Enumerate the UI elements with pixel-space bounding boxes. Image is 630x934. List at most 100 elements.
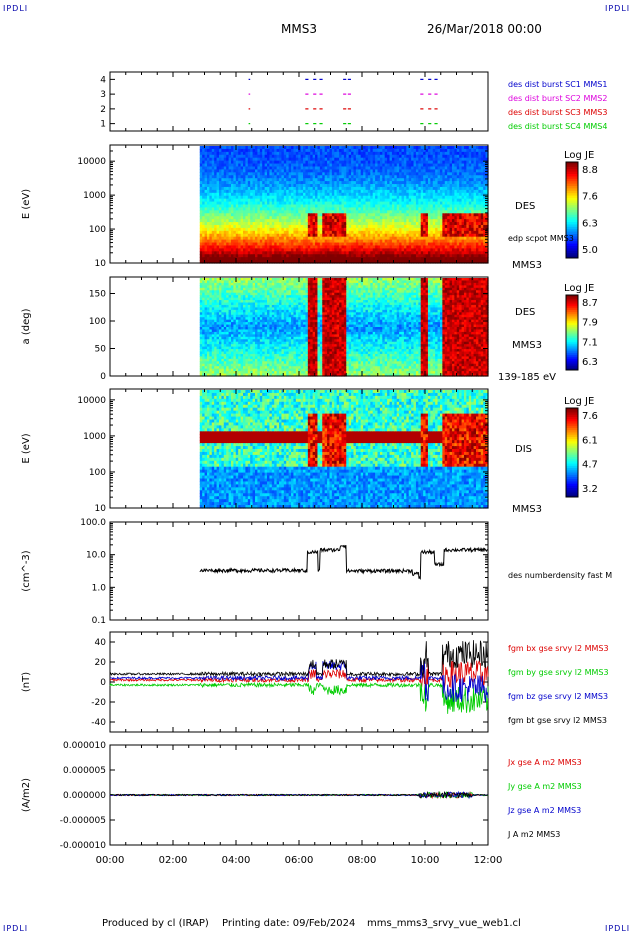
des-energy-cell bbox=[293, 239, 297, 244]
des-energy-cell bbox=[312, 186, 316, 191]
des-energy-cell bbox=[267, 146, 271, 150]
des-energy-cell bbox=[288, 186, 292, 191]
des-energy-cell bbox=[230, 210, 235, 214]
des-energy-cell bbox=[202, 236, 206, 241]
des-energy-cell bbox=[274, 216, 278, 220]
des-energy-cell bbox=[230, 236, 235, 241]
des-energy-cell bbox=[264, 260, 268, 264]
des-energy-cell bbox=[211, 201, 215, 206]
des-energy-cell bbox=[255, 186, 259, 191]
des-energy-cell bbox=[262, 236, 266, 241]
des-energy-cell bbox=[279, 242, 283, 247]
des-energy-cell bbox=[233, 222, 237, 226]
des-energy-cell bbox=[336, 184, 340, 188]
des-energy-cell bbox=[223, 184, 227, 188]
des-energy-cell bbox=[279, 236, 283, 241]
des-energy-cell bbox=[298, 160, 302, 165]
des-energy-cell bbox=[319, 166, 323, 170]
des-energy-cell bbox=[216, 154, 220, 159]
des-energy-cell bbox=[228, 198, 232, 203]
des-energy-cell bbox=[303, 201, 307, 206]
des-energy-cell bbox=[288, 236, 292, 241]
des-energy-cell bbox=[209, 213, 213, 217]
des-energy-cell bbox=[286, 192, 290, 197]
des-energy-cell bbox=[238, 201, 242, 206]
des-energy-cell bbox=[218, 233, 222, 238]
des-energy-cell bbox=[209, 216, 213, 220]
des-energy-cell bbox=[319, 186, 323, 191]
des-energy-cell bbox=[221, 233, 225, 238]
des-energy-y-tick-label: 10 bbox=[95, 259, 107, 269]
des-energy-cell bbox=[334, 213, 338, 217]
des-energy-cell bbox=[235, 163, 239, 168]
des-energy-cell bbox=[211, 146, 215, 150]
des-energy-cell bbox=[269, 181, 273, 185]
des-energy-cell bbox=[281, 230, 285, 235]
des-energy-cell bbox=[262, 181, 266, 185]
des-energy-cell bbox=[223, 239, 227, 244]
des-energy-cell bbox=[322, 198, 326, 203]
des-energy-cell bbox=[245, 219, 249, 223]
des-energy-cell bbox=[226, 230, 230, 235]
des-energy-cell bbox=[300, 204, 304, 209]
des-energy-cell bbox=[271, 227, 275, 232]
des-energy-cell bbox=[223, 213, 227, 217]
des-energy-cell bbox=[247, 189, 251, 194]
des-energy-cell bbox=[250, 236, 254, 241]
des-energy-cell bbox=[283, 175, 287, 179]
des-energy-cell bbox=[319, 230, 323, 235]
des-energy-cell bbox=[218, 245, 222, 249]
des-energy-cell bbox=[274, 154, 278, 159]
des-energy-cell bbox=[247, 157, 251, 162]
des-energy-cell bbox=[305, 189, 309, 194]
des-energy-cell bbox=[298, 163, 302, 168]
des-energy-cell bbox=[291, 204, 295, 209]
des-energy-cell bbox=[214, 175, 218, 179]
des-energy-cell bbox=[307, 166, 311, 170]
des-energy-cell bbox=[298, 201, 302, 206]
des-energy-cell bbox=[228, 230, 232, 235]
des-energy-cell bbox=[298, 181, 302, 185]
des-energy-cell bbox=[310, 210, 314, 214]
des-energy-cell bbox=[334, 233, 338, 238]
des-energy-cell bbox=[305, 169, 309, 173]
des-energy-cell bbox=[230, 230, 235, 235]
des-energy-cell bbox=[293, 166, 297, 170]
des-energy-cell bbox=[257, 219, 261, 223]
des-energy-cell bbox=[312, 254, 316, 258]
des-energy-cell bbox=[286, 239, 290, 244]
des-energy-cell bbox=[307, 195, 311, 200]
des-energy-cell bbox=[218, 204, 222, 209]
des-energy-cell bbox=[250, 201, 254, 206]
des-energy-cell bbox=[264, 233, 268, 238]
des-energy-cell bbox=[307, 192, 311, 197]
des-energy-cell bbox=[303, 251, 307, 255]
des-energy-cell bbox=[317, 166, 321, 170]
des-energy-cell bbox=[295, 157, 299, 162]
des-energy-cell bbox=[336, 189, 340, 194]
des-energy-cell bbox=[327, 195, 331, 200]
des-energy-cell bbox=[235, 195, 239, 200]
des-energy-cell bbox=[288, 166, 292, 170]
corner-label-bottom-left: IPDLI bbox=[3, 924, 29, 933]
des-energy-cell bbox=[295, 186, 299, 191]
des-energy-cell bbox=[298, 189, 302, 194]
des-energy-cell bbox=[334, 216, 338, 220]
des-energy-cell bbox=[235, 210, 239, 214]
des-energy-cell bbox=[300, 151, 304, 156]
des-energy-cell bbox=[269, 204, 273, 209]
des-energy-cell bbox=[334, 154, 338, 159]
des-energy-cell bbox=[281, 227, 285, 232]
des-energy-cell bbox=[324, 242, 328, 247]
des-energy-cell bbox=[211, 248, 215, 252]
des-energy-cell bbox=[276, 181, 280, 185]
des-energy-cell bbox=[259, 245, 263, 249]
des-energy-cell bbox=[223, 201, 227, 206]
des-energy-cell bbox=[233, 192, 237, 197]
des-energy-cell bbox=[199, 178, 203, 182]
des-energy-cell bbox=[293, 213, 297, 217]
des-energy-cell bbox=[286, 160, 290, 165]
des-energy-cell bbox=[300, 254, 304, 258]
des-energy-cell bbox=[315, 216, 319, 220]
des-energy-cell bbox=[286, 251, 290, 255]
